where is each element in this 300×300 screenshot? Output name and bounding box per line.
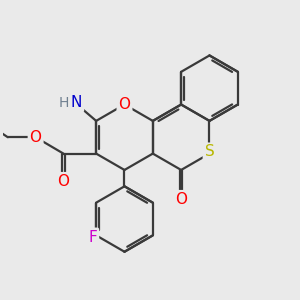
Text: S: S (205, 145, 214, 160)
Text: O: O (118, 97, 130, 112)
Text: H: H (58, 96, 69, 110)
Text: F: F (88, 230, 97, 244)
Text: N: N (71, 95, 82, 110)
Text: O: O (175, 192, 187, 207)
Text: O: O (30, 130, 42, 145)
Text: O: O (57, 174, 69, 189)
